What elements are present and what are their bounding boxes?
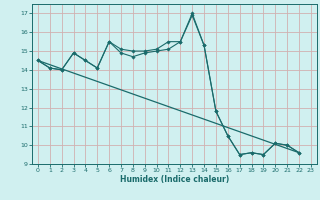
X-axis label: Humidex (Indice chaleur): Humidex (Indice chaleur)	[120, 175, 229, 184]
